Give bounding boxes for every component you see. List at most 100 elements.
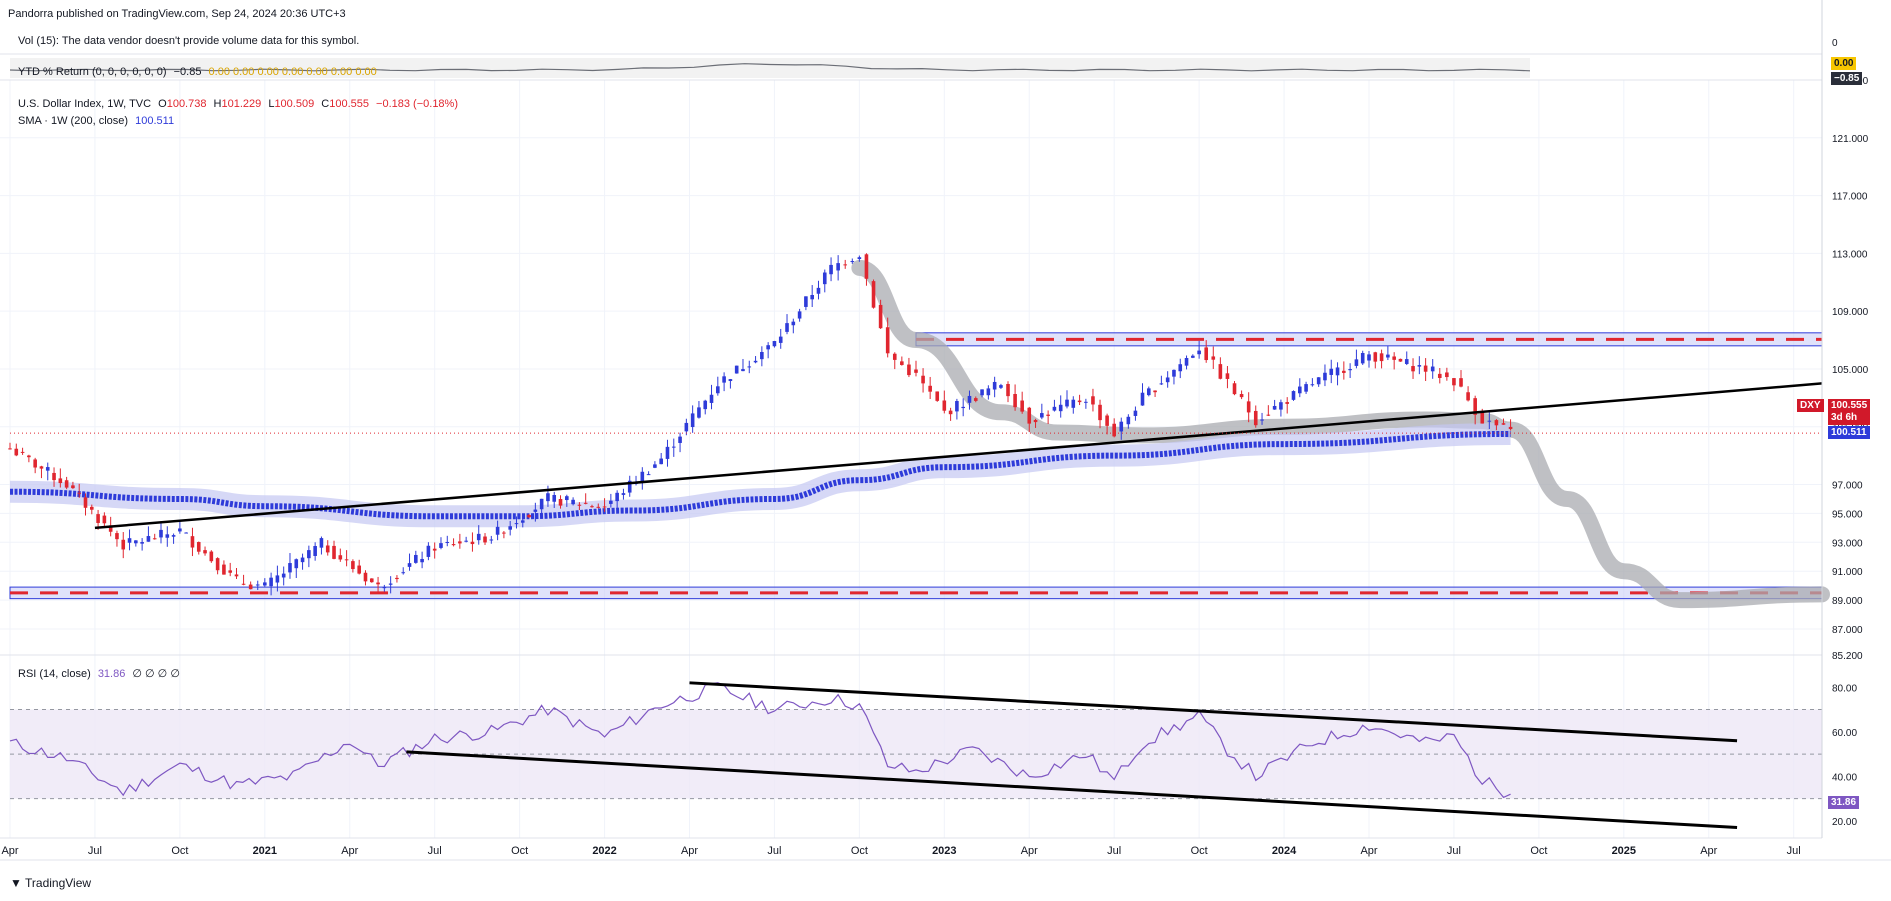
candle-body[interactable]: [1487, 420, 1492, 422]
candle-body[interactable]: [653, 464, 657, 468]
candle-body[interactable]: [703, 400, 708, 410]
candle-body[interactable]: [234, 574, 239, 577]
candle-body[interactable]: [159, 529, 163, 538]
candle-body[interactable]: [1423, 365, 1428, 372]
candle-body[interactable]: [980, 389, 984, 396]
candle-body[interactable]: [388, 583, 393, 585]
candle-body[interactable]: [319, 538, 324, 548]
candle-body[interactable]: [14, 448, 19, 456]
candle-body[interactable]: [483, 536, 487, 543]
candle-body[interactable]: [1091, 396, 1095, 405]
candle-body[interactable]: [1508, 426, 1513, 430]
candle-body[interactable]: [363, 572, 368, 582]
candle-body[interactable]: [609, 500, 613, 504]
candle-body[interactable]: [778, 336, 783, 343]
rsi-upper-trendline[interactable]: [689, 681, 1738, 743]
candle-body[interactable]: [1310, 384, 1315, 386]
candle-body[interactable]: [659, 458, 663, 465]
candle-body[interactable]: [178, 528, 182, 532]
candle-body[interactable]: [281, 573, 286, 578]
candle-body[interactable]: [222, 564, 226, 575]
candle-body[interactable]: [52, 472, 56, 481]
candle-body[interactable]: [45, 467, 50, 471]
candle-body[interactable]: [376, 582, 380, 585]
candle-body[interactable]: [184, 532, 188, 534]
candle-body[interactable]: [986, 388, 991, 396]
candle-body[interactable]: [489, 539, 494, 541]
candle-body[interactable]: [973, 398, 978, 401]
candle-body[interactable]: [1146, 388, 1151, 396]
candle-body[interactable]: [766, 345, 770, 350]
candle-body[interactable]: [760, 351, 764, 360]
candle-body[interactable]: [332, 545, 336, 559]
candle-body[interactable]: [464, 540, 468, 542]
candle-body[interactable]: [892, 353, 897, 360]
candle-body[interactable]: [313, 546, 317, 556]
candle-body[interactable]: [1266, 414, 1271, 416]
candle-body[interactable]: [596, 506, 601, 508]
candle-body[interactable]: [590, 506, 594, 508]
candle-body[interactable]: [999, 385, 1003, 388]
candle-body[interactable]: [1126, 416, 1131, 425]
candle-body[interactable]: [1494, 420, 1499, 426]
candle-body[interactable]: [967, 395, 972, 403]
candle-body[interactable]: [678, 436, 682, 443]
candle-body[interactable]: [1329, 368, 1334, 375]
candle-body[interactable]: [646, 474, 651, 476]
candle-body[interactable]: [571, 499, 575, 505]
candle-body[interactable]: [955, 401, 959, 412]
candle-body[interactable]: [900, 361, 904, 365]
candle-body[interactable]: [1197, 350, 1201, 355]
candle-body[interactable]: [134, 540, 138, 544]
candle-body[interactable]: [255, 584, 260, 586]
candle-body[interactable]: [1027, 407, 1032, 424]
candle-body[interactable]: [1411, 366, 1415, 372]
candle-body[interactable]: [64, 480, 69, 488]
candle-body[interactable]: [1335, 367, 1340, 376]
candle-body[interactable]: [565, 496, 569, 501]
candle-body[interactable]: [269, 577, 273, 587]
candle-body[interactable]: [546, 493, 550, 502]
candle-body[interactable]: [1304, 384, 1308, 392]
sma-line[interactable]: [9, 430, 1511, 520]
candle-body[interactable]: [741, 369, 745, 372]
candle-body[interactable]: [753, 360, 758, 363]
candle-body[interactable]: [1239, 394, 1244, 398]
candle-body[interactable]: [445, 541, 450, 543]
candle-body[interactable]: [942, 400, 947, 411]
candle-body[interactable]: [928, 385, 932, 392]
candle-body[interactable]: [1119, 421, 1124, 432]
candle-body[interactable]: [1218, 364, 1223, 379]
candle-body[interactable]: [1112, 423, 1116, 437]
candle-body[interactable]: [1452, 378, 1456, 386]
candle-body[interactable]: [1191, 355, 1195, 358]
price-pane[interactable]: [8, 253, 1830, 609]
candle-body[interactable]: [338, 555, 343, 560]
candle-body[interactable]: [228, 570, 233, 573]
candle-body[interactable]: [288, 563, 292, 573]
candle-body[interactable]: [451, 544, 456, 546]
candle-body[interactable]: [102, 515, 107, 524]
candle-body[interactable]: [836, 263, 840, 271]
candle-body[interactable]: [857, 257, 862, 260]
candle-body[interactable]: [1253, 410, 1258, 426]
candle-body[interactable]: [1071, 399, 1076, 408]
candle-body[interactable]: [351, 561, 355, 570]
candle-body[interactable]: [1379, 353, 1384, 362]
candle-body[interactable]: [1184, 358, 1189, 366]
candle-body[interactable]: [533, 509, 538, 512]
candle-body[interactable]: [1430, 366, 1435, 372]
rsi-line[interactable]: [9, 682, 1511, 799]
candle-body[interactable]: [539, 498, 544, 510]
candle-body[interactable]: [1473, 398, 1477, 415]
candle-body[interactable]: [1140, 392, 1145, 406]
candle-body[interactable]: [935, 391, 940, 401]
candle-body[interactable]: [907, 364, 911, 376]
candle-body[interactable]: [514, 523, 519, 525]
candle-body[interactable]: [215, 558, 220, 571]
candle-body[interactable]: [520, 520, 525, 523]
rsi-pane[interactable]: [9, 681, 1822, 830]
candle-body[interactable]: [690, 413, 695, 428]
candle-body[interactable]: [294, 559, 299, 569]
candle-body[interactable]: [665, 446, 670, 459]
